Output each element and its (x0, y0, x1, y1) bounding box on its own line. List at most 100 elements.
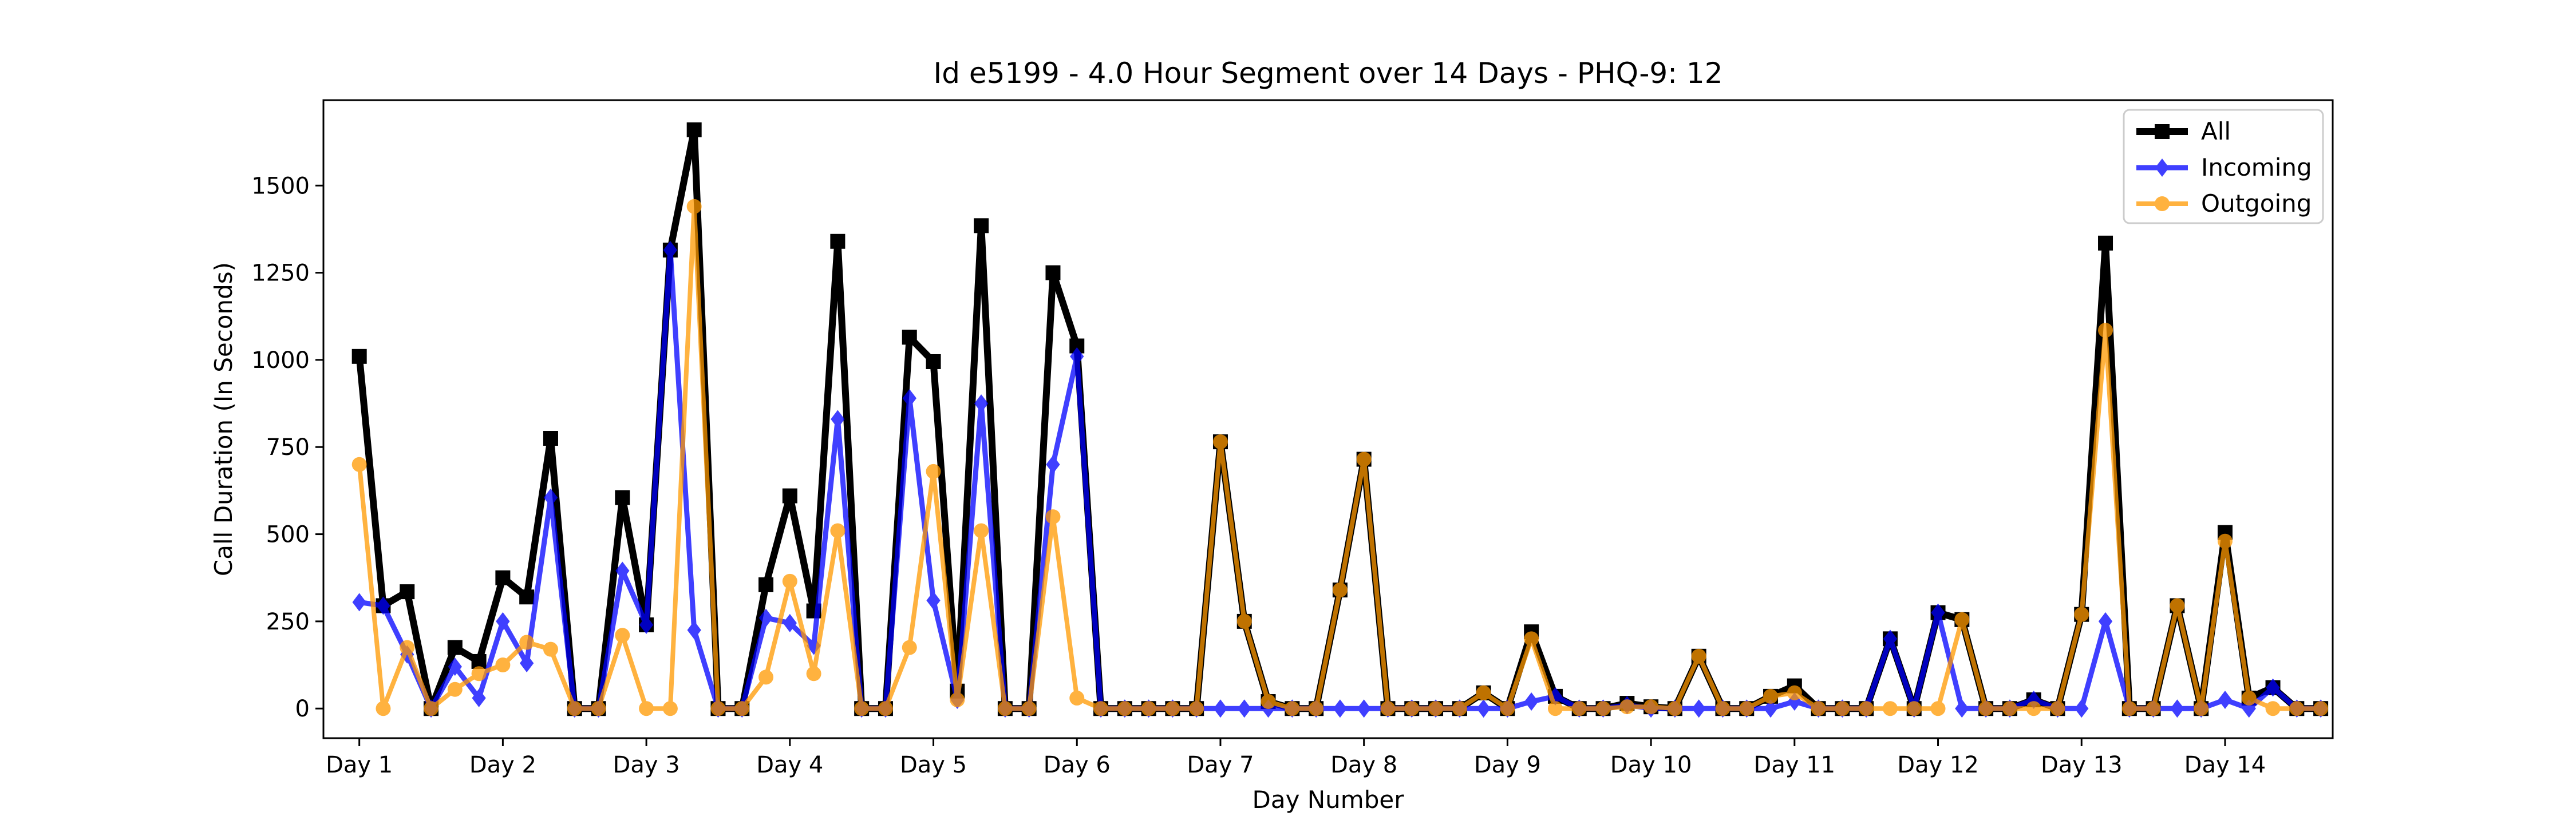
data-point-outgoing (2170, 598, 2185, 613)
data-point-outgoing (686, 199, 702, 214)
data-point-outgoing (830, 523, 846, 538)
x-tick-label: Day 10 (1610, 752, 1692, 778)
data-point-outgoing (1882, 701, 1898, 716)
y-tick-label: 0 (295, 696, 310, 722)
y-axis-label: Call Duration (In Seconds) (210, 262, 238, 576)
y-tick-label: 1500 (251, 173, 310, 199)
x-tick-label: Day 6 (1044, 752, 1111, 778)
data-point-outgoing (519, 635, 535, 650)
data-point-outgoing (639, 701, 654, 716)
data-point-outgoing (974, 523, 989, 538)
data-point-incoming (1692, 699, 1706, 718)
data-point-outgoing (1045, 509, 1061, 525)
data-point-all (926, 354, 941, 369)
data-point-outgoing (615, 628, 630, 643)
data-point-incoming (2266, 678, 2280, 697)
data-point-outgoing (1859, 701, 1874, 716)
data-point-incoming (1883, 629, 1898, 648)
data-point-incoming (2075, 699, 2089, 718)
data-point-incoming (831, 410, 845, 429)
data-point-incoming (758, 608, 773, 627)
data-point-all (2098, 235, 2113, 251)
legend-box (2123, 109, 2324, 224)
legend-marker (2155, 124, 2170, 139)
data-point-incoming (1357, 699, 1371, 718)
data-point-outgoing (950, 692, 965, 707)
data-point-all (974, 218, 989, 233)
data-point-outgoing (1141, 701, 1156, 716)
data-point-incoming (783, 613, 797, 632)
legend-label: Incoming (2201, 153, 2312, 181)
data-point-outgoing (854, 701, 870, 716)
data-point-incoming (1213, 699, 1228, 718)
data-point-incoming (902, 389, 916, 407)
data-point-incoming (974, 394, 989, 413)
data-point-outgoing (1571, 701, 1587, 716)
data-point-outgoing (1835, 701, 1850, 716)
data-point-outgoing (1930, 701, 1946, 716)
x-tick-label: Day 8 (1330, 752, 1397, 778)
data-point-all (1045, 265, 1061, 280)
data-point-outgoing (1595, 701, 1611, 716)
chart-title: Id e5199 - 4.0 Hour Segment over 14 Days… (933, 57, 1722, 90)
data-point-outgoing (2241, 690, 2257, 706)
plot-frame (322, 99, 2334, 739)
data-point-outgoing (2050, 701, 2065, 716)
data-point-all (447, 640, 463, 655)
y-tick-label: 750 (266, 434, 310, 461)
data-point-incoming (926, 591, 941, 610)
legend-marker (2155, 159, 2170, 177)
data-point-outgoing (1524, 631, 1539, 647)
data-point-incoming (2098, 612, 2113, 631)
data-point-incoming (1955, 699, 1969, 718)
data-point-outgoing (806, 666, 821, 682)
data-point-outgoing (567, 701, 582, 716)
data-point-outgoing (1236, 613, 1252, 629)
data-point-incoming (1237, 699, 1251, 718)
data-point-all (686, 122, 702, 137)
series-layer (351, 122, 2329, 718)
data-point-outgoing (997, 701, 1013, 716)
y-axis: 0 250 500 750 1000 1250 1500 (251, 173, 323, 722)
data-point-outgoing (1428, 701, 1444, 716)
y-tick-label: 1250 (251, 260, 310, 287)
data-point-outgoing (1476, 685, 1491, 700)
data-point-outgoing (1667, 701, 1682, 716)
data-point-outgoing (1619, 699, 1635, 715)
data-point-all (782, 488, 797, 504)
data-point-outgoing (1117, 701, 1132, 716)
data-point-incoming (615, 561, 630, 580)
data-point-all (495, 570, 511, 585)
data-point-incoming (520, 654, 534, 673)
data-point-all (758, 577, 774, 592)
legend-marker (2155, 196, 2170, 211)
data-point-all (400, 584, 415, 600)
data-point-outgoing (1763, 688, 1779, 704)
data-point-outgoing (1811, 701, 1826, 716)
data-point-outgoing (2026, 701, 2041, 716)
data-point-outgoing (2289, 701, 2305, 716)
x-tick-label: Day 3 (613, 752, 680, 778)
x-axis-label: Day Number (1252, 786, 1404, 814)
data-point-outgoing (1021, 701, 1037, 716)
data-point-outgoing (471, 666, 487, 682)
data-point-incoming (1476, 699, 1491, 718)
data-point-incoming (2242, 699, 2256, 718)
data-point-outgoing (2121, 701, 2137, 716)
data-point-outgoing (424, 701, 439, 716)
data-point-outgoing (1261, 694, 1276, 710)
data-point-outgoing (447, 682, 463, 697)
data-point-outgoing (782, 573, 797, 589)
legend: All Incoming Outgoing (2123, 109, 2324, 224)
data-point-outgoing (1404, 701, 1420, 716)
data-point-incoming (352, 593, 366, 612)
legend-item-incoming (2136, 159, 2188, 177)
data-point-outgoing (1452, 701, 1467, 716)
data-point-outgoing (662, 701, 678, 716)
data-point-incoming (543, 488, 558, 507)
data-point-incoming (1046, 455, 1060, 474)
x-tick-label: Day 7 (1187, 752, 1254, 778)
data-point-all (902, 330, 917, 345)
data-point-outgoing (1715, 701, 1730, 716)
data-point-outgoing (1978, 701, 1994, 716)
